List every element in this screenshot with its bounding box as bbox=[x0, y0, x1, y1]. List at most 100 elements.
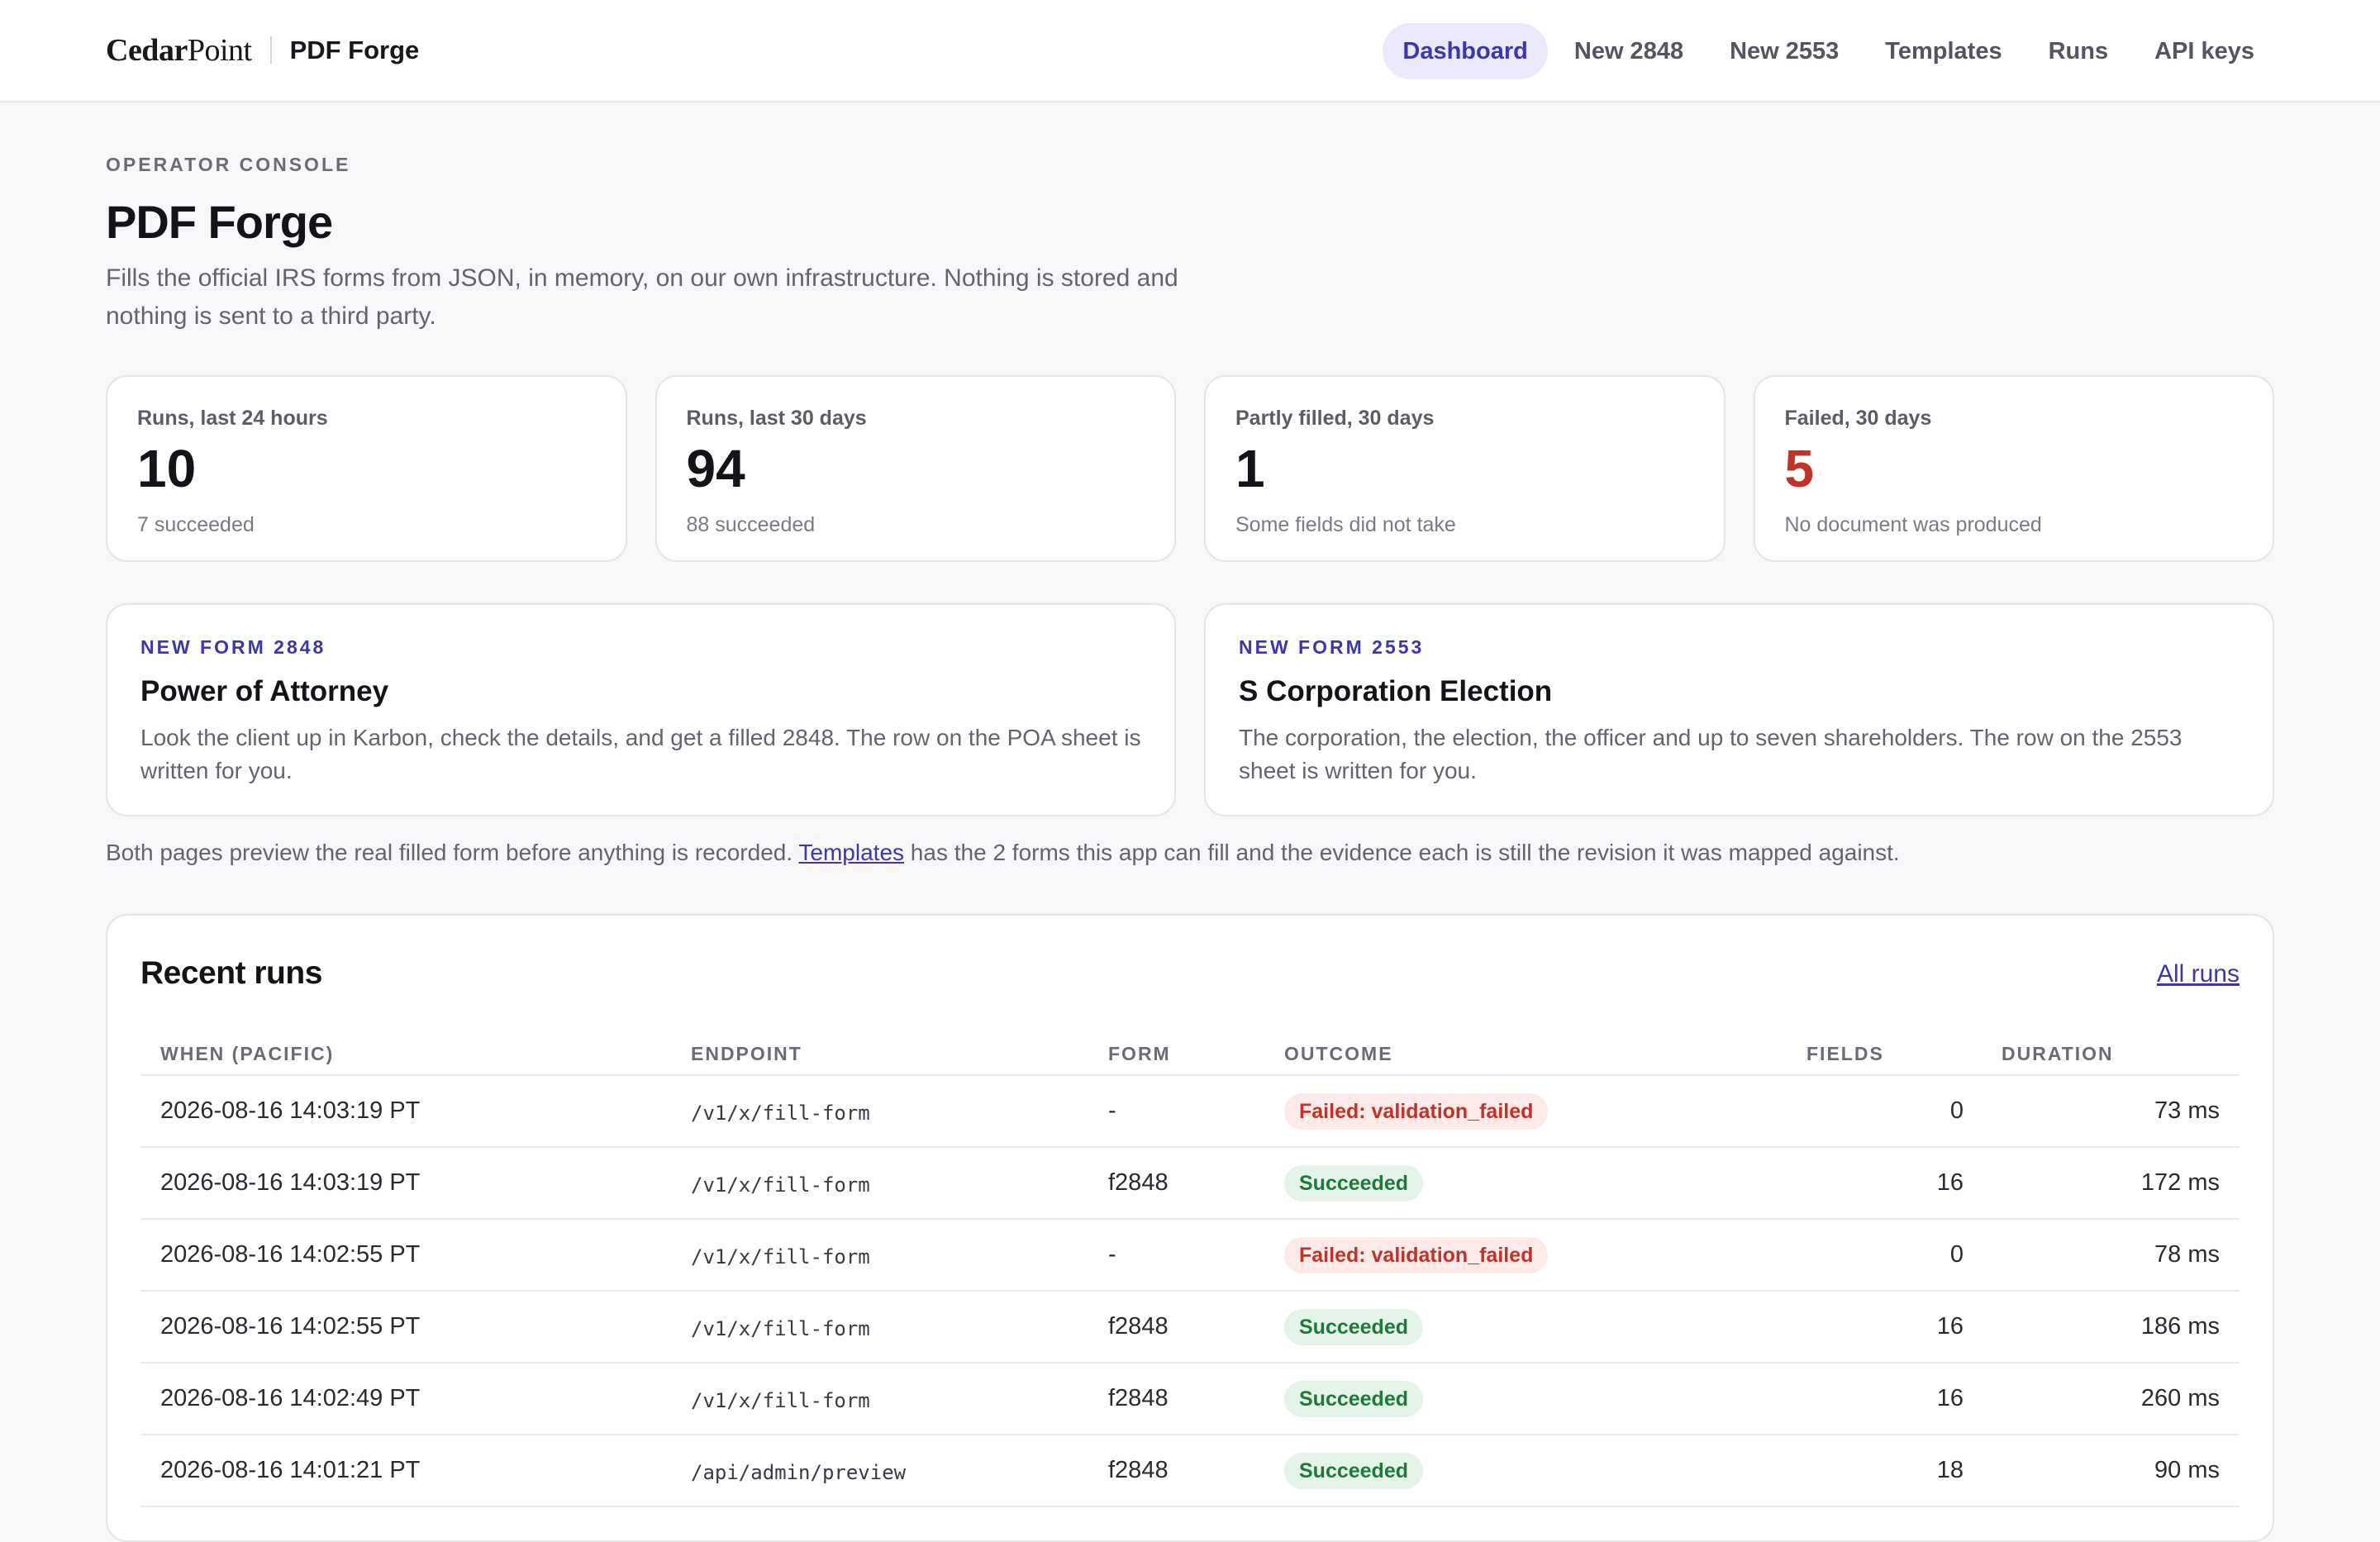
cell-endpoint: /api/admin/preview bbox=[691, 1461, 907, 1484]
column-header-duration[interactable]: DURATION bbox=[2002, 1043, 2114, 1064]
action-title: S Corporation Election bbox=[1239, 675, 1553, 707]
cell-outcome: Succeeded bbox=[1284, 1381, 1424, 1417]
column-header-endpoint[interactable]: ENDPOINT bbox=[691, 1043, 802, 1064]
table-row[interactable]: 2026-08-16 14:03:19 PT /v1/x/fill-form f… bbox=[140, 1148, 2240, 1220]
status-badge: Failed: validation_failed bbox=[1284, 1093, 1549, 1130]
cell-duration: 73 ms bbox=[2154, 1097, 2220, 1124]
main-nav: Dashboard New 2848 New 2553 Templates Ru… bbox=[1383, 23, 2274, 79]
new-form-2553-card[interactable]: NEW FORM 2553 S Corporation Election The… bbox=[1204, 603, 2274, 816]
status-badge: Failed: validation_failed bbox=[1284, 1237, 1549, 1273]
cell-fields: 18 bbox=[1936, 1457, 1963, 1483]
cell-outcome: Failed: validation_failed bbox=[1284, 1093, 1549, 1130]
stat-label: Runs, last 24 hours bbox=[137, 407, 328, 430]
stat-label: Partly filled, 30 days bbox=[1235, 407, 1435, 430]
column-header-fields[interactable]: FIELDS bbox=[1806, 1043, 1884, 1064]
status-badge: Succeeded bbox=[1284, 1453, 1424, 1489]
templates-link[interactable]: Templates bbox=[798, 840, 905, 865]
top-bar: CedarPoint PDF Forge Dashboard New 2848 … bbox=[0, 0, 2380, 102]
table-row[interactable]: 2026-08-16 14:02:49 PT /v1/x/fill-form f… bbox=[140, 1364, 2240, 1435]
info-note: Both pages preview the real filled form … bbox=[106, 840, 1900, 865]
page-title: PDF Forge bbox=[106, 196, 333, 248]
cell-duration: 186 ms bbox=[2140, 1313, 2220, 1340]
cell-fields: 0 bbox=[1949, 1241, 1963, 1268]
cell-when: 2026-08-16 14:03:19 PT bbox=[160, 1097, 421, 1124]
cell-form: f2848 bbox=[1108, 1385, 1169, 1411]
table-row[interactable]: 2026-08-16 14:03:19 PT /v1/x/fill-form -… bbox=[140, 1076, 2240, 1148]
nav-new-2848[interactable]: New 2848 bbox=[1573, 38, 1684, 64]
action-cards: NEW FORM 2848 Power of Attorney Look the… bbox=[106, 603, 2274, 816]
cell-outcome: Succeeded bbox=[1284, 1165, 1424, 1202]
brand-divider bbox=[269, 36, 272, 64]
recent-runs-panel: Recent runs All runs WHEN (PACIFIC) ENDP… bbox=[106, 914, 2274, 1542]
all-runs-link[interactable]: All runs bbox=[2156, 960, 2240, 988]
action-eyebrow: NEW FORM 2848 bbox=[140, 636, 326, 658]
action-description: The corporation, the election, the offic… bbox=[1239, 725, 2182, 783]
stat-value: 94 bbox=[686, 439, 745, 498]
stat-value: 10 bbox=[137, 439, 197, 498]
cell-outcome: Succeeded bbox=[1284, 1453, 1424, 1489]
stat-card-partly-filled: Partly filled, 30 days 1 Some fields did… bbox=[1204, 375, 1726, 562]
cell-form: f2848 bbox=[1108, 1457, 1169, 1483]
cell-form: f2848 bbox=[1108, 1313, 1169, 1340]
stat-note: Some fields did not take bbox=[1235, 513, 1456, 536]
cell-duration: 260 ms bbox=[2140, 1385, 2220, 1411]
cell-fields: 16 bbox=[1936, 1385, 1963, 1411]
cell-when: 2026-08-16 14:01:21 PT bbox=[160, 1457, 421, 1483]
cell-form: - bbox=[1108, 1241, 1116, 1268]
stat-note: 88 succeeded bbox=[686, 513, 816, 536]
nav-new-2553[interactable]: New 2553 bbox=[1730, 38, 1840, 64]
table-header: WHEN (PACIFIC) ENDPOINT FORM OUTCOME FIE… bbox=[140, 1023, 2240, 1076]
stat-value: 1 bbox=[1235, 439, 1265, 498]
nav-api-keys[interactable]: API keys bbox=[2154, 38, 2254, 64]
nav-runs[interactable]: Runs bbox=[2048, 38, 2109, 64]
cell-endpoint: /v1/x/fill-form bbox=[691, 1317, 870, 1340]
table-row[interactable]: 2026-08-16 14:01:21 PT /api/admin/previe… bbox=[140, 1435, 2240, 1507]
stat-value: 5 bbox=[1784, 439, 1815, 498]
cell-when: 2026-08-16 14:02:49 PT bbox=[160, 1385, 421, 1411]
nav-templates[interactable]: Templates bbox=[1885, 38, 2002, 64]
column-header-form[interactable]: FORM bbox=[1108, 1043, 1171, 1064]
cell-fields: 0 bbox=[1949, 1097, 1963, 1124]
cell-form: f2848 bbox=[1108, 1169, 1169, 1196]
page-eyebrow: OPERATOR CONSOLE bbox=[106, 154, 351, 175]
column-header-outcome[interactable]: OUTCOME bbox=[1284, 1043, 1393, 1064]
table-row[interactable]: 2026-08-16 14:02:55 PT /v1/x/fill-form -… bbox=[140, 1220, 2240, 1292]
page-description: Fills the official IRS forms from JSON, … bbox=[106, 264, 1178, 330]
company-logo: CedarPoint bbox=[106, 33, 252, 68]
action-description: Look the client up in Karbon, check the … bbox=[140, 725, 1141, 783]
cell-duration: 90 ms bbox=[2154, 1457, 2220, 1483]
stat-note: No document was produced bbox=[1784, 513, 2042, 536]
stat-note: 7 succeeded bbox=[137, 513, 255, 536]
runs-table: WHEN (PACIFIC) ENDPOINT FORM OUTCOME FIE… bbox=[140, 1023, 2240, 1507]
stat-card-runs-24h: Runs, last 24 hours 10 7 succeeded bbox=[106, 375, 627, 562]
cell-endpoint: /v1/x/fill-form bbox=[691, 1173, 870, 1197]
cell-endpoint: /v1/x/fill-form bbox=[691, 1102, 870, 1125]
action-title: Power of Attorney bbox=[140, 675, 389, 707]
cell-outcome: Failed: validation_failed bbox=[1284, 1237, 1549, 1273]
cell-fields: 16 bbox=[1936, 1313, 1963, 1340]
brand[interactable]: CedarPoint PDF Forge bbox=[106, 30, 419, 71]
cell-when: 2026-08-16 14:02:55 PT bbox=[160, 1241, 421, 1268]
cell-when: 2026-08-16 14:03:19 PT bbox=[160, 1169, 421, 1196]
status-badge: Succeeded bbox=[1284, 1381, 1424, 1417]
cell-form: - bbox=[1108, 1097, 1116, 1124]
cell-outcome: Succeeded bbox=[1284, 1309, 1424, 1345]
cell-fields: 16 bbox=[1936, 1169, 1963, 1196]
cell-endpoint: /v1/x/fill-form bbox=[691, 1245, 870, 1268]
action-eyebrow: NEW FORM 2553 bbox=[1239, 636, 1425, 658]
nav-dashboard[interactable]: Dashboard bbox=[1383, 23, 1548, 79]
column-header-when[interactable]: WHEN (PACIFIC) bbox=[160, 1043, 335, 1064]
cell-when: 2026-08-16 14:02:55 PT bbox=[160, 1313, 421, 1340]
table-row[interactable]: 2026-08-16 14:02:55 PT /v1/x/fill-form f… bbox=[140, 1292, 2240, 1364]
section-title: Recent runs bbox=[140, 955, 322, 991]
status-badge: Succeeded bbox=[1284, 1165, 1424, 1202]
app-name: PDF Forge bbox=[289, 36, 420, 64]
stat-card-failed: Failed, 30 days 5 No document was produc… bbox=[1753, 375, 2274, 562]
status-badge: Succeeded bbox=[1284, 1309, 1424, 1345]
stat-label: Failed, 30 days bbox=[1784, 407, 1932, 430]
stat-label: Runs, last 30 days bbox=[686, 407, 867, 430]
cell-duration: 78 ms bbox=[2154, 1241, 2220, 1268]
stats-row: Runs, last 24 hours 10 7 succeeded Runs,… bbox=[106, 375, 2274, 562]
cell-endpoint: /v1/x/fill-form bbox=[691, 1389, 870, 1412]
new-form-2848-card[interactable]: NEW FORM 2848 Power of Attorney Look the… bbox=[106, 603, 1176, 816]
